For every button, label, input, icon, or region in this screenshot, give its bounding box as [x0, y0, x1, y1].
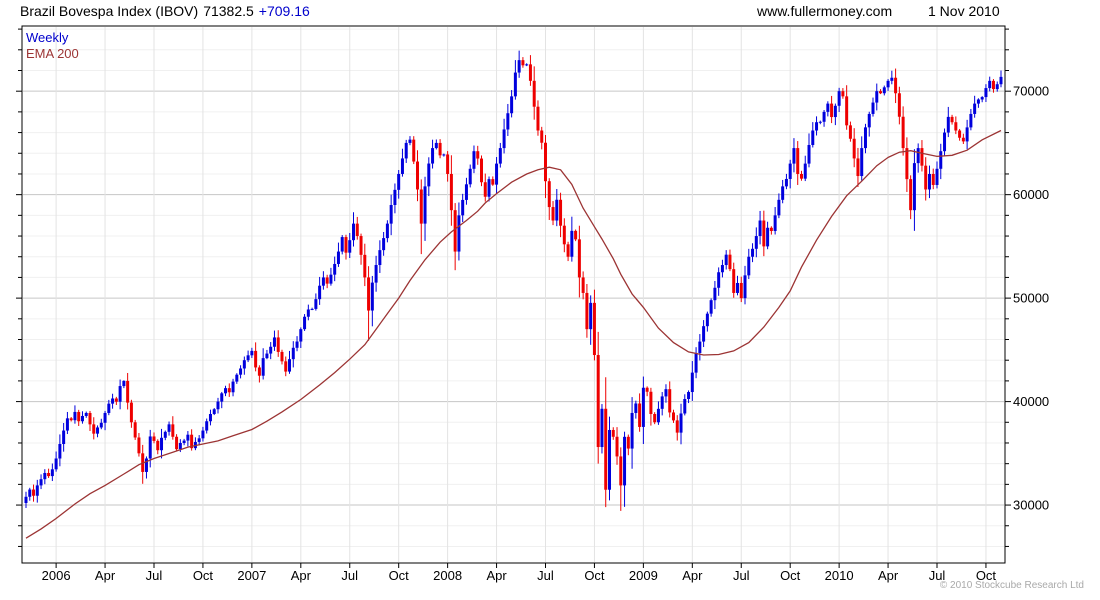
x-axis-label: Apr [682, 568, 703, 583]
site-watermark: www.fullermoney.com [757, 3, 893, 19]
x-axis-label: Apr [878, 568, 899, 583]
x-axis-label: 2009 [629, 568, 658, 583]
candles [24, 50, 1003, 511]
x-axis-label: 2006 [42, 568, 71, 583]
legend-interval-label: Weekly [26, 30, 69, 45]
legend-ema-label: EMA 200 [26, 46, 79, 61]
x-axis-label: Jul [341, 568, 358, 583]
y-axis-label: 40000 [1013, 394, 1049, 409]
report-date: 1 Nov 2010 [928, 3, 1000, 19]
x-axis-label: Oct [193, 568, 214, 583]
x-axis-label: Oct [780, 568, 801, 583]
x-axis-label: Apr [486, 568, 507, 583]
legend: Weekly EMA 200 [26, 30, 79, 62]
y-axis-label: 60000 [1013, 187, 1049, 202]
x-axis-label: 2007 [237, 568, 266, 583]
x-axis-label: Jul [733, 568, 750, 583]
x-axis-label: Apr [291, 568, 312, 583]
x-axis-label: Jul [929, 568, 946, 583]
x-axis-label: Jul [537, 568, 554, 583]
y-axis-label: 30000 [1013, 498, 1049, 513]
x-axis-label: Oct [976, 568, 997, 583]
x-axis-label: Jul [146, 568, 163, 583]
x-axis-label: 2010 [825, 568, 854, 583]
y-axis-label: 70000 [1013, 84, 1049, 99]
copyright-notice: © 2010 Stockcube Research Ltd [939, 580, 1084, 591]
x-axis-label: Oct [584, 568, 605, 583]
y-axis-label: 50000 [1013, 291, 1049, 306]
ema-line [25, 129, 1002, 539]
x-axis-label: 2008 [433, 568, 462, 583]
instrument-name: Brazil Bovespa Index (IBOV) [20, 3, 199, 19]
x-axis-label: Apr [95, 568, 116, 583]
chart-title: Brazil Bovespa Index (IBOV) 71382.5 +709.1… [20, 3, 315, 19]
axis-labels: 30000 40000 50000 60000 70000 2006 Apr Jul Oct 20… [42, 84, 1050, 583]
last-price: 71382.5 [203, 3, 254, 19]
axis-ticks [16, 28, 1011, 568]
price-change: +709.16 [258, 3, 310, 19]
x-axis-label: Oct [389, 568, 410, 583]
grid [23, 27, 1004, 562]
plot-border [21, 25, 1006, 564]
